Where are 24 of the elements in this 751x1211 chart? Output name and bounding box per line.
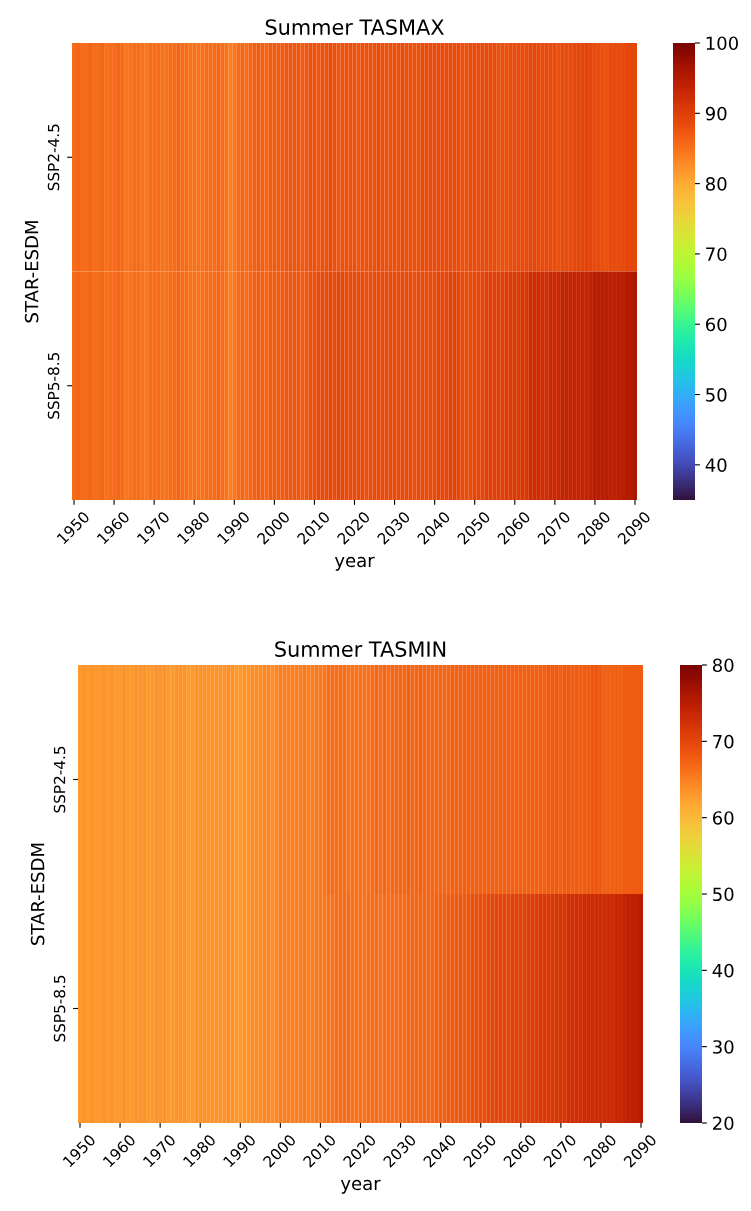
color-bar-label: 60 [705, 317, 727, 332]
color-bar-label: 70 [706, 247, 727, 262]
y-tick-label: SSP2-4.5 [47, 124, 60, 191]
y-axis-title: STAR-ESDM [24, 221, 39, 323]
color-bar-label: 20 [713, 1116, 734, 1131]
color-bar-label: 60 [712, 811, 734, 825]
color-bar-label: 40 [712, 963, 734, 978]
color-bar-label: 80 [705, 177, 727, 191]
color-bar-label: 100 [706, 36, 738, 51]
x-axis-title: year [340, 1179, 381, 1194]
color-bar-label: 40 [705, 458, 727, 472]
color-bar-label: 80 [712, 658, 734, 673]
color-bar-label: 70 [713, 734, 734, 749]
chart-title: Summer TASMIN [275, 641, 446, 657]
y-axis-title: STAR-ESDM [30, 843, 45, 945]
x-axis-title: year [334, 556, 375, 571]
y-tick-label: SSP5-8.5 [47, 353, 60, 419]
y-tick-label: SSP2-4.5 [53, 746, 66, 813]
chart-title: Summer TASMAX [265, 19, 444, 35]
y-tick-label: SSP5-8.5 [53, 975, 66, 1042]
color-bar-label: 50 [706, 388, 727, 402]
color-bar-label: 50 [713, 887, 734, 902]
color-bar-label: 90 [705, 106, 727, 121]
color-bar-label: 30 [713, 1040, 734, 1054]
